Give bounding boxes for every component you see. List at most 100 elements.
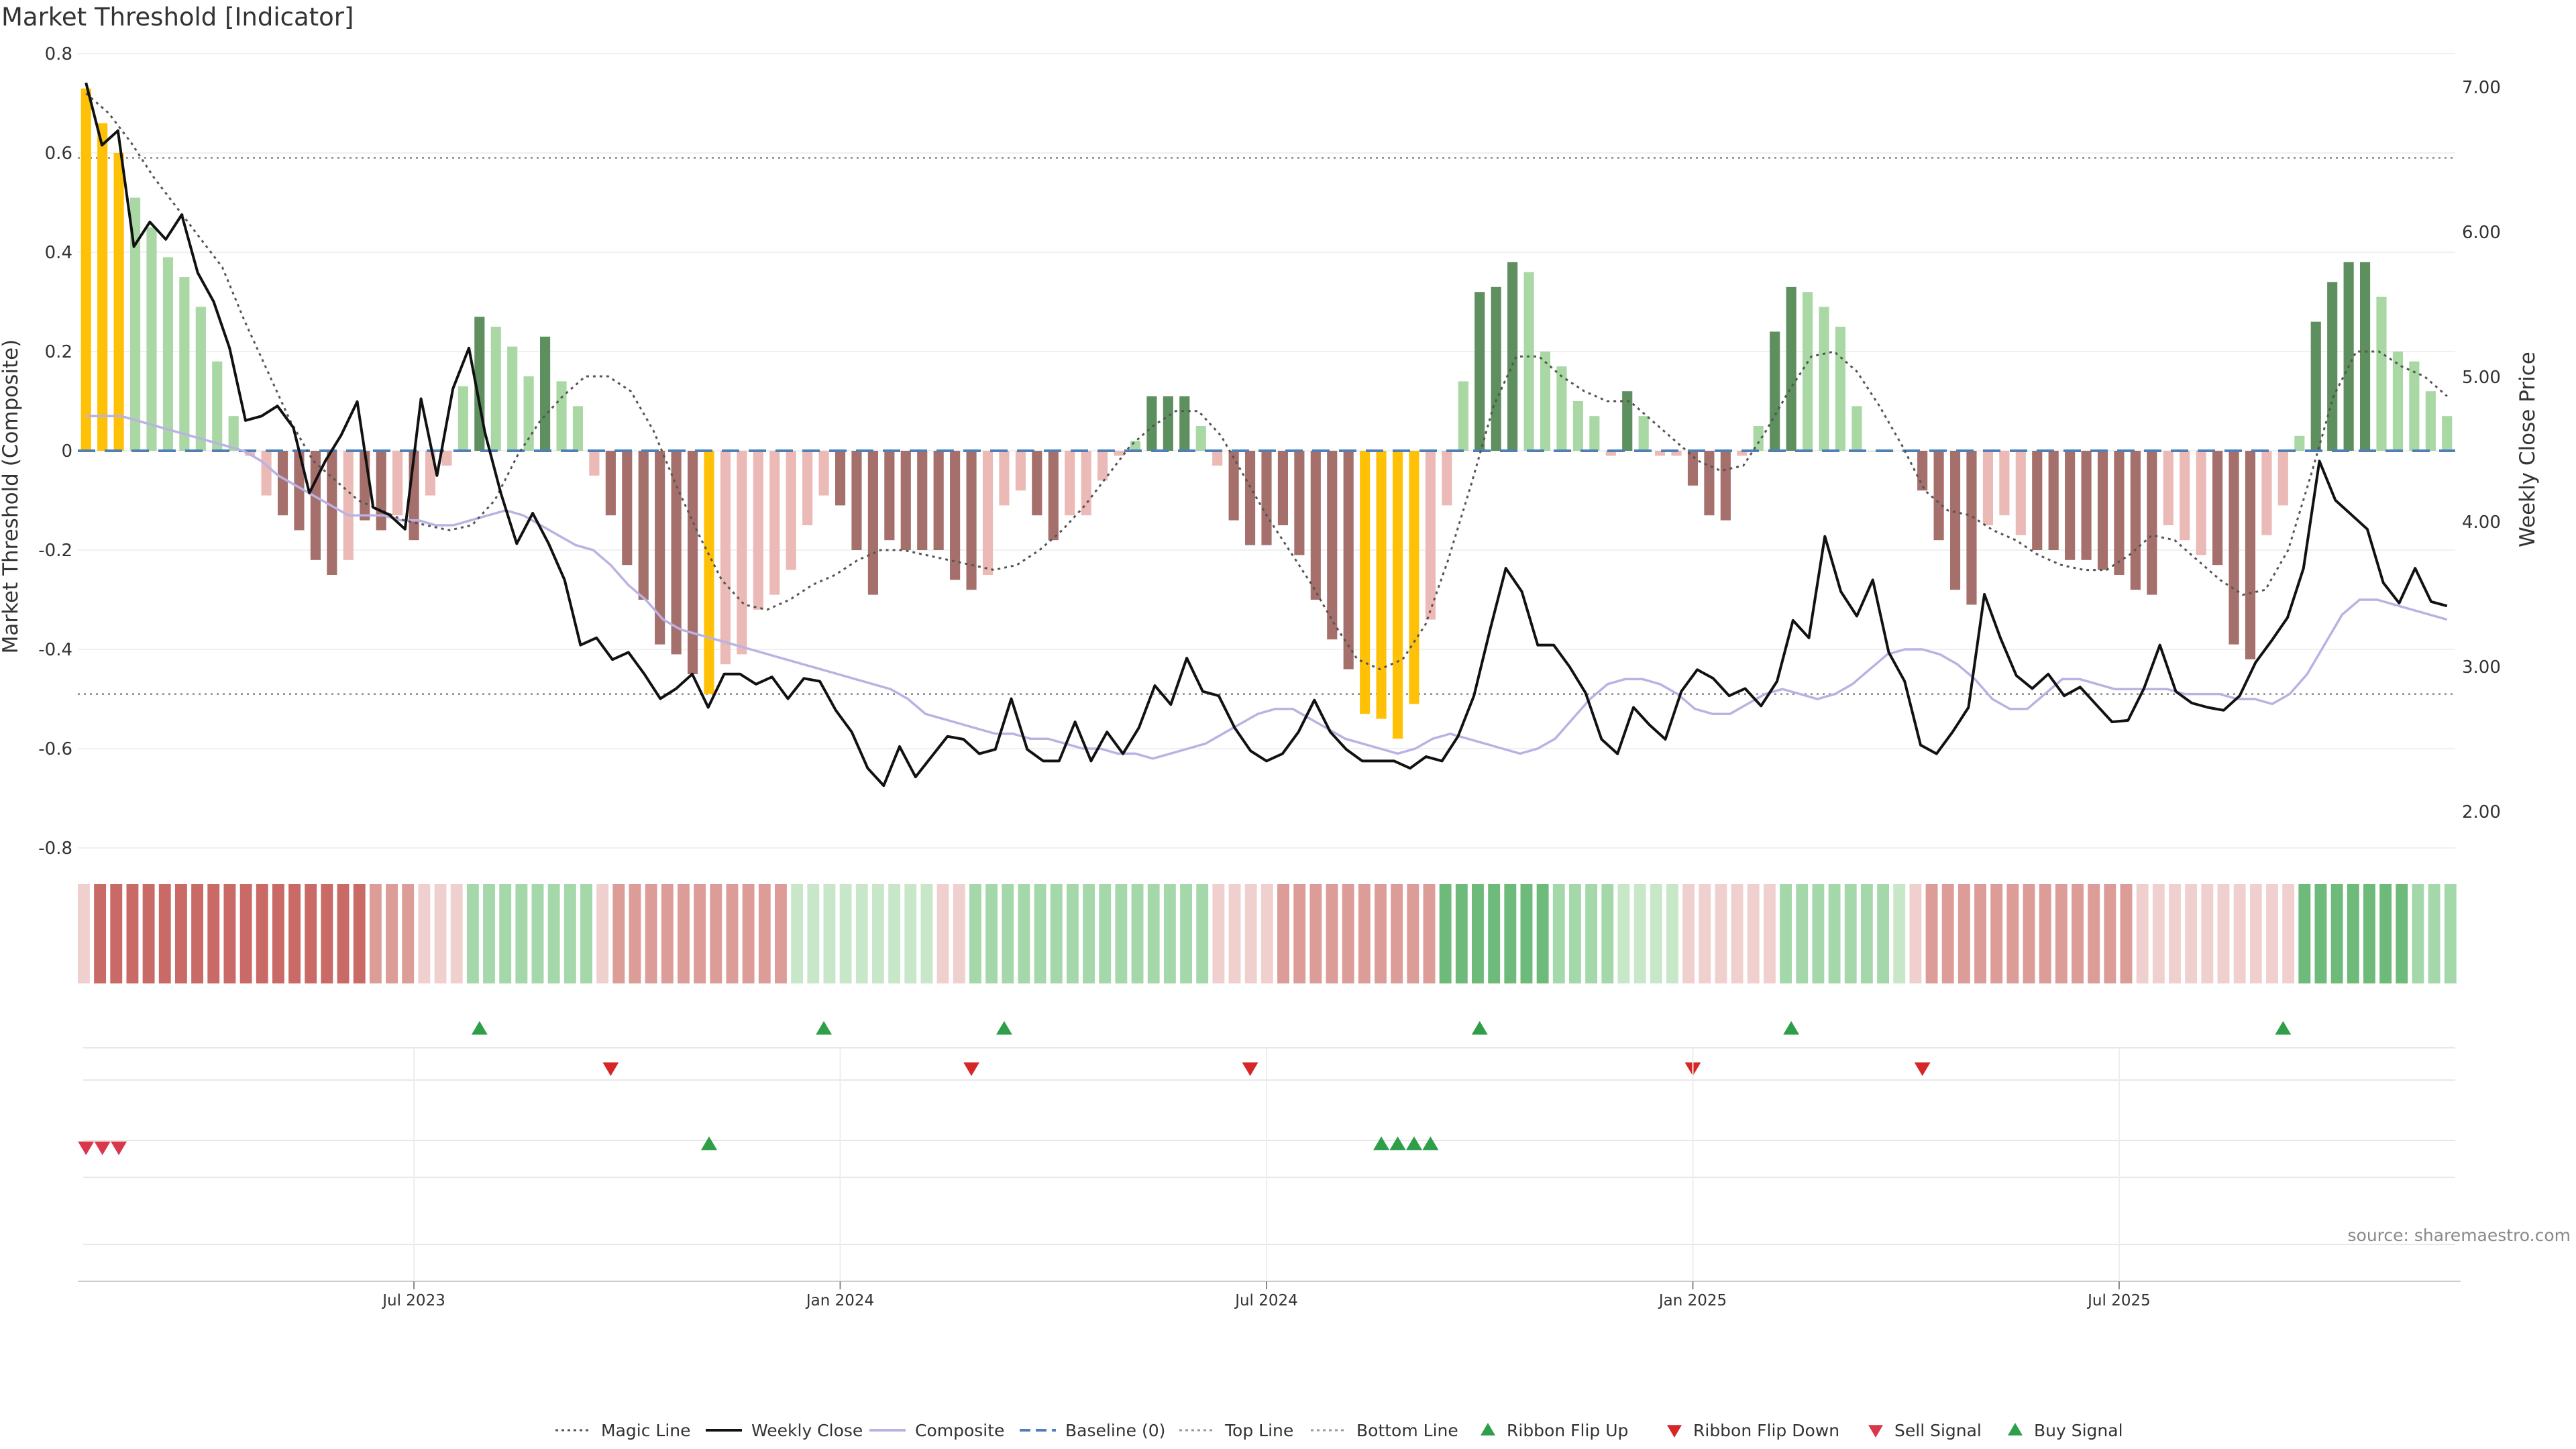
ribbon-cell (321, 884, 333, 983)
magic-line (85, 93, 2448, 671)
composite-bar (1491, 286, 1501, 451)
ribbon-cell (337, 884, 350, 983)
sell-signal-marker (78, 1141, 95, 1155)
composite-bar (1917, 451, 1928, 491)
composite-bar (490, 327, 501, 451)
ribbon-flip-down-marker (963, 1062, 980, 1076)
composite-bar (458, 386, 468, 451)
composite-bar (753, 451, 763, 610)
composite-bar (900, 451, 911, 550)
composite-bar (1081, 451, 1091, 516)
ribbon-cell (888, 884, 901, 983)
ribbon-cell (1504, 884, 1517, 983)
ribbon-cell (2266, 884, 2278, 983)
composite-bar (1294, 451, 1305, 555)
ribbon-cell (2282, 884, 2295, 983)
ribbon-cell (158, 884, 171, 983)
axis-ticks: 0.8 0.6 0.4 0.2 0 -0.2 -0.4 -0.6 -0.8 7.00 6.00 5.0… (38, 44, 2501, 859)
ribbon-cell (1796, 884, 1809, 983)
x-tick-label: Jul 2023 (381, 1292, 445, 1309)
ribbon-cell (1569, 884, 1581, 983)
ribbon-cell (1666, 884, 1678, 983)
composite-bar (966, 451, 977, 590)
ribbon-cell (402, 884, 415, 983)
ribbon-cell (580, 884, 592, 983)
composite-bar (1605, 451, 1616, 456)
ribbon-cell (2072, 884, 2084, 983)
composite-bar (1720, 451, 1731, 521)
composite-bar (507, 346, 518, 451)
ribbon-cell (2201, 884, 2214, 983)
composite-bar (523, 376, 534, 451)
ribbon-cell (369, 884, 382, 983)
ribbon-cell (2006, 884, 2019, 983)
ribbon-cell (1018, 884, 1030, 983)
ribbon-cell (920, 884, 933, 983)
ribbon-cell (2104, 884, 2116, 983)
ribbon-cell (1585, 884, 1598, 983)
legend-label: Ribbon Flip Down (1693, 1421, 1839, 1440)
composite-bar (2180, 451, 2190, 541)
ribbon-cell (596, 884, 609, 983)
composite-bar (1966, 451, 1977, 605)
composite-bar (1442, 451, 1452, 506)
triangle-up-icon (2008, 1423, 2023, 1436)
signal-markers (78, 1021, 2455, 1245)
ribbon-cell (1860, 884, 1873, 983)
composite-bar (950, 451, 961, 580)
composite-bar (1671, 451, 1682, 456)
composite-bar (655, 451, 665, 645)
composite-bar (2376, 297, 2387, 451)
chart-title: Market Threshold [Indicator] (1, 3, 354, 32)
ribbon-cell (142, 884, 155, 983)
composite-bar (1572, 401, 1583, 451)
composite-bar (294, 451, 305, 531)
ribbon-cell (855, 884, 868, 983)
ribbon-cell (2039, 884, 2051, 983)
ribbon-cell (1423, 884, 1436, 983)
composite-bar (1474, 292, 1485, 451)
y-axis-label-right: Weekly Close Price (2516, 352, 2540, 547)
composite-bar (113, 153, 124, 451)
ribbon-cell (791, 884, 804, 983)
ribbon-cell (483, 884, 495, 983)
ribbon-cell (434, 884, 447, 983)
ribbon-cell (2120, 884, 2133, 983)
composite-bar (572, 406, 584, 451)
composite-bar (2261, 451, 2272, 535)
x-tick-label: Jan 2025 (1658, 1292, 1727, 1309)
ribbon-cell (2396, 884, 2408, 983)
ribbon-cell (1277, 884, 1289, 983)
ribbon-cell (807, 884, 820, 983)
composite-bar (1212, 451, 1223, 466)
ribbon-cell (1407, 884, 1419, 983)
composite-bar (1523, 272, 1534, 451)
source-credit: source: sharemaestro.com (2348, 1226, 2571, 1245)
ribbon-cell (94, 884, 107, 983)
ribbon-flip-down-marker (1914, 1062, 1931, 1076)
ribbon-cell (1083, 884, 1095, 983)
composite-bar (818, 451, 829, 496)
composite-bar (2409, 361, 2420, 451)
composite-bar (1638, 416, 1649, 451)
composite-bar (179, 277, 190, 451)
price-lines (85, 83, 2448, 788)
composite-bar (2277, 451, 2288, 506)
ribbon-cell (1747, 884, 1760, 983)
composite-bar (867, 451, 878, 595)
ribbon-cell (1699, 884, 1711, 983)
composite-bar (2229, 451, 2239, 645)
x-axis-dates: Jul 2023 Jan 2024 Jul 2024 Jan 2025 Jul 2025 (78, 1048, 2461, 1309)
ribbon-cell (1196, 884, 1209, 983)
ribbon-cell (839, 884, 852, 983)
ribbon-cell (758, 884, 771, 983)
ribbon-cell (2088, 884, 2100, 983)
ribbon-cell (1472, 884, 1484, 983)
ribbon-cell (710, 884, 722, 983)
composite-bar (1704, 451, 1715, 516)
composite-bar (162, 257, 174, 451)
composite-bar (1228, 451, 1239, 521)
ribbon-cell (288, 884, 301, 983)
ribbon-cell (239, 884, 252, 983)
